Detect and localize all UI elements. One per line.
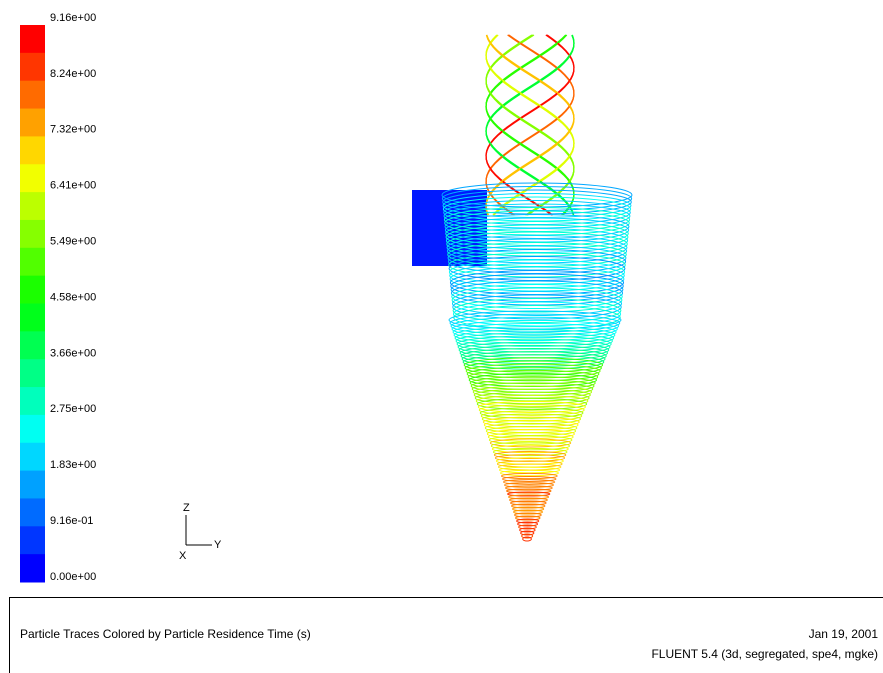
z-label: Z [183,502,190,514]
x-label: X [179,550,187,562]
colorbar-label: 5.49e+00 [50,236,96,248]
colorbar-label: 0.00e+00 [50,571,96,583]
colorbar-band [20,276,45,304]
colorbar-label: 4.58e+00 [50,291,96,303]
colorbar-band [20,304,45,332]
colorbar-label: 8.24e+00 [50,68,96,80]
colorbar-band [20,443,45,471]
colorbar-band [20,498,45,526]
colorbar-band [20,81,45,109]
footer-date: Jan 19, 2001 [809,627,879,641]
colorbar-band [20,331,45,359]
colorbar-band [20,192,45,220]
colorbar-band [20,359,45,387]
footer-title: Particle Traces Colored by Particle Resi… [20,627,311,641]
colorbar-label: 3.66e+00 [50,347,96,359]
colorbar-band [20,387,45,415]
colorbar-band [20,164,45,192]
colorbar-band [20,53,45,81]
colorbar-band [20,471,45,499]
particle-traces [412,35,632,541]
colorbar-label: 9.16e+00 [50,12,96,24]
colorbar-band [20,415,45,443]
axis-triad [186,515,212,545]
colorbar-band [20,554,45,582]
colorbar-band [20,136,45,164]
colorbar-band [20,248,45,276]
colorbar-band [20,220,45,248]
y-label: Y [214,539,222,551]
footer-version: FLUENT 5.4 (3d, segregated, spe4, mgke) [651,647,878,661]
colorbar-band [20,109,45,137]
colorbar-band [20,526,45,554]
colorbar-label: 2.75e+00 [50,403,96,415]
colorbar-label: 9.16e-01 [50,515,93,527]
colorbar-labels: 9.16e+00 8.24e+00 7.32e+00 6.41e+00 5.49e+00… [50,12,96,583]
colorbar-label: 6.41e+00 [50,180,96,192]
colorbar-label: 1.83e+00 [50,459,96,471]
colorbar [20,25,45,583]
colorbar-label: 7.32e+00 [50,124,96,136]
colorbar-band [20,25,45,53]
